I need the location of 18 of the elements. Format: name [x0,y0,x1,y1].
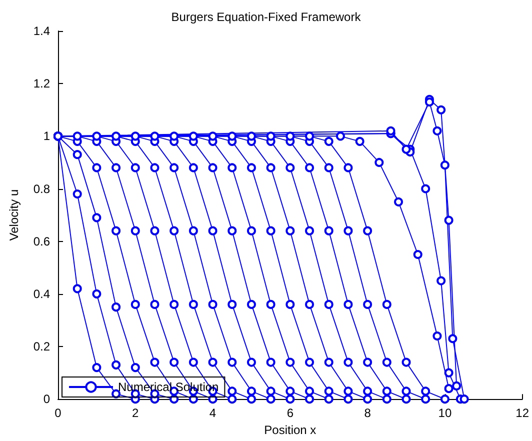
y-tick-label: 0.4 [33,286,50,301]
x-tick-label: 12 [516,406,530,420]
chart-title: Burgers Equation-Fixed Framework [171,10,362,24]
y-axis-title: Velocity u [7,189,21,241]
x-tick-label: 2 [132,406,140,420]
x-tick-label: 6 [286,406,294,420]
x-tick-label: 0 [54,406,62,420]
y-tick-label: 0.2 [33,340,50,354]
y-tick-label: 1 [43,129,50,144]
y-tick-label: 0.6 [33,234,50,248]
y-tick-label: 0.8 [33,182,50,196]
x-tick-label: 4 [209,406,216,420]
y-tick-label: 0 [43,392,50,406]
y-tick-label: 1.4 [33,24,50,38]
x-axis-title: Position x [264,423,316,437]
y-tick-label: 1.2 [33,76,50,91]
x-tick-label: 10 [438,406,452,420]
x-tick-label: 8 [364,406,372,420]
